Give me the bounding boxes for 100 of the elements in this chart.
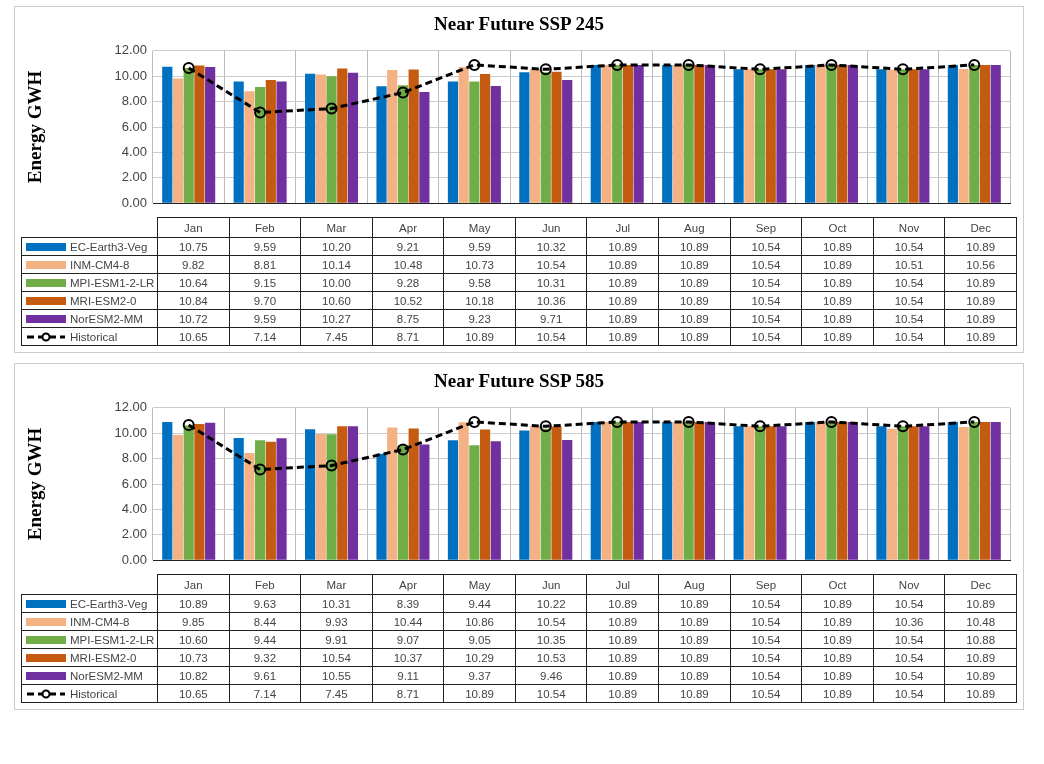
point xyxy=(396,443,409,456)
data-label: 10.65 xyxy=(157,684,230,703)
data-label: 10.54 xyxy=(300,648,373,667)
point xyxy=(325,102,338,115)
data-label: 10.54 xyxy=(873,648,945,667)
data-label: 9.63 xyxy=(229,594,301,613)
x-tick-label: May xyxy=(443,574,516,595)
data-label: 10.84 xyxy=(157,291,230,310)
y-tick-label: 6.00 xyxy=(121,475,147,491)
legend-label: EC-Earth3-Veg xyxy=(70,597,148,610)
data-label: 10.73 xyxy=(157,648,230,667)
data-label: 8.81 xyxy=(229,255,301,274)
data-label: 8.75 xyxy=(372,309,444,328)
data-label: 10.89 xyxy=(586,630,659,649)
data-label: 10.60 xyxy=(300,291,373,310)
data-label: 10.54 xyxy=(515,612,587,631)
data-label: 10.89 xyxy=(801,309,874,328)
data-label: 10.18 xyxy=(443,291,516,310)
legend-label: Historical xyxy=(70,687,118,700)
data-label: 10.89 xyxy=(586,327,659,346)
data-label: 10.48 xyxy=(372,255,444,274)
point xyxy=(968,58,981,71)
data-label: 10.60 xyxy=(157,630,230,649)
data-label: 10.89 xyxy=(801,327,874,346)
data-label: 10.20 xyxy=(300,237,373,256)
y-tick-label: 8.00 xyxy=(121,450,147,466)
data-label: 10.55 xyxy=(300,666,373,685)
legend-label: INM-CM4-8 xyxy=(70,258,130,271)
data-label: 10.54 xyxy=(730,291,802,310)
data-label: 10.54 xyxy=(873,666,945,685)
x-tick-label: Sep xyxy=(730,217,802,238)
x-tick-label: Apr xyxy=(372,574,444,595)
data-label: 8.39 xyxy=(372,594,444,613)
data-label: 9.05 xyxy=(443,630,516,649)
y-tick-label: 0.00 xyxy=(121,194,147,210)
data-label: 10.53 xyxy=(515,648,587,667)
data-label: 10.54 xyxy=(873,327,945,346)
data-label: 10.89 xyxy=(658,684,731,703)
chart-title: Near Future SSP 245 xyxy=(433,12,605,36)
y-tick-label: 2.00 xyxy=(121,169,147,185)
point xyxy=(968,415,981,428)
data-label: 10.89 xyxy=(658,594,731,613)
point xyxy=(754,63,767,76)
point xyxy=(896,63,909,76)
data-label: 7.14 xyxy=(229,327,301,346)
y-tick-label: 12.00 xyxy=(114,42,147,58)
data-label: 10.89 xyxy=(586,255,659,274)
data-label: 10.32 xyxy=(515,237,587,256)
data-label: 8.44 xyxy=(229,612,301,631)
data-label: 9.21 xyxy=(372,237,444,256)
point xyxy=(682,58,695,71)
data-label: 10.54 xyxy=(873,630,945,649)
data-label: 9.32 xyxy=(229,648,301,667)
data-label: 10.51 xyxy=(873,255,945,274)
x-tick-label: Aug xyxy=(658,574,731,595)
data-label: 10.89 xyxy=(801,666,874,685)
point xyxy=(254,463,267,476)
data-label: 10.89 xyxy=(801,291,874,310)
x-tick-label: Dec xyxy=(944,574,1017,595)
x-tick-label: Mar xyxy=(300,574,373,595)
data-label: 10.54 xyxy=(730,594,802,613)
data-label: 10.89 xyxy=(443,684,516,703)
data-label: 10.89 xyxy=(586,309,659,328)
data-label: 10.89 xyxy=(944,684,1017,703)
data-label: 9.61 xyxy=(229,666,301,685)
data-label: 10.48 xyxy=(944,612,1017,631)
data-label: 8.71 xyxy=(372,684,444,703)
data-label: 10.54 xyxy=(873,594,945,613)
data-label: 10.89 xyxy=(944,309,1017,328)
data-label: 10.82 xyxy=(157,666,230,685)
point xyxy=(468,58,481,71)
y-tick-label: 6.00 xyxy=(121,118,147,134)
data-label: 7.45 xyxy=(300,327,373,346)
y-tick-label: 0.00 xyxy=(121,551,147,567)
data-label: 10.89 xyxy=(944,648,1017,667)
data-label: 10.89 xyxy=(658,273,731,292)
data-label: 10.54 xyxy=(730,666,802,685)
data-label: 10.27 xyxy=(300,309,373,328)
data-label: 9.58 xyxy=(443,273,516,292)
data-label: 10.89 xyxy=(801,594,874,613)
y-tick-label: 10.00 xyxy=(114,67,147,83)
data-label: 10.37 xyxy=(372,648,444,667)
data-label: 10.54 xyxy=(730,612,802,631)
data-label: 10.89 xyxy=(586,684,659,703)
data-label: 10.56 xyxy=(944,255,1017,274)
data-label: 9.11 xyxy=(372,666,444,685)
point xyxy=(825,58,838,71)
data-label: 10.89 xyxy=(801,648,874,667)
y-tick-label: 4.00 xyxy=(121,500,147,516)
point xyxy=(611,415,624,428)
data-label: 10.54 xyxy=(730,648,802,667)
data-label: 10.89 xyxy=(586,291,659,310)
data-label: 9.93 xyxy=(300,612,373,631)
data-label: 10.89 xyxy=(944,594,1017,613)
data-label: 10.89 xyxy=(801,630,874,649)
y-tick-label: 2.00 xyxy=(121,526,147,542)
y-tick-label: 4.00 xyxy=(121,143,147,159)
x-tick-label: Nov xyxy=(873,217,945,238)
y-axis-title: Energy GWH xyxy=(24,427,46,541)
data-label: 10.89 xyxy=(658,237,731,256)
